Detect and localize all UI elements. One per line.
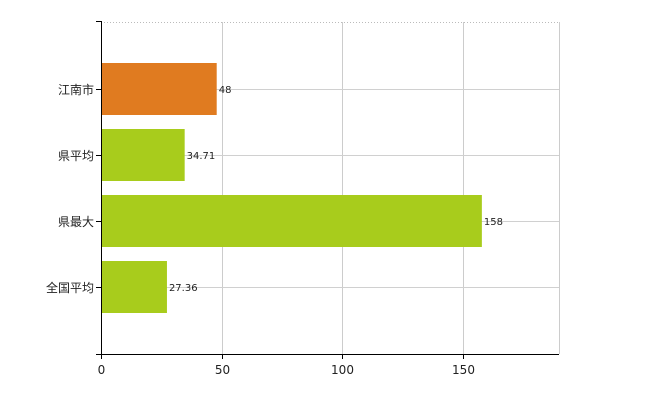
bar-1 bbox=[102, 63, 217, 115]
bar-value-label: 158 bbox=[484, 217, 503, 228]
category-label: 県最大 bbox=[58, 215, 94, 229]
bar-2 bbox=[102, 129, 185, 181]
x-tick-label: 150 bbox=[452, 363, 475, 377]
x-tick-label: 0 bbox=[98, 363, 106, 377]
category-label: 江南市 bbox=[58, 82, 94, 97]
bar-value-label: 27.36 bbox=[169, 283, 198, 294]
x-tick-label: 100 bbox=[331, 363, 354, 377]
bar-3 bbox=[102, 195, 482, 247]
bar-4 bbox=[102, 261, 167, 313]
x-tick-label: 50 bbox=[215, 363, 230, 377]
category-label: 全国平均 bbox=[46, 280, 94, 295]
category-label: 県平均 bbox=[58, 149, 94, 163]
bar-value-label: 48 bbox=[219, 85, 232, 96]
bar-value-label: 34.71 bbox=[187, 151, 216, 162]
